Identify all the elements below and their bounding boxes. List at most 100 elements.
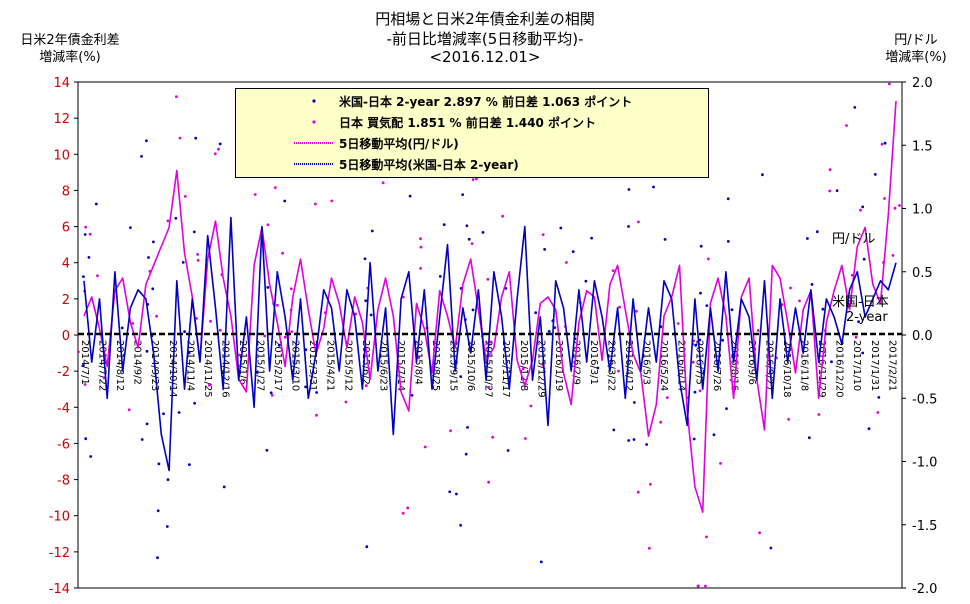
yen-daily-point [155, 314, 159, 318]
spread-daily-point [365, 545, 369, 549]
spread-daily-point [693, 390, 697, 394]
chart-title-line2: -前日比増減率(5日移動平均)- [386, 30, 584, 48]
spread-daily-point [87, 256, 91, 259]
spread-daily-point [861, 351, 865, 355]
yen-daily-point [471, 178, 475, 182]
x-tick-label: 2015/1/27 [255, 340, 266, 391]
legend-item: 米国-日本 2-year 2.897 % 前日差 1.063 ポイント [236, 91, 710, 111]
spread-daily-point [534, 311, 538, 315]
spread-daily-point [459, 523, 462, 527]
yen-daily-point [637, 220, 640, 224]
spread-daily-point [705, 304, 709, 307]
x-tick-label: 2015/11/17 [500, 340, 511, 398]
spread-daily-point [455, 492, 458, 496]
left-axis: 14 12 10 8 6 4 2 0 -2 -4 -6 -8 -10 -12 -14 [49, 76, 78, 597]
spread-daily-point [612, 428, 616, 432]
yen-daily-point [486, 277, 490, 281]
left-axis-title-line1: 日米2年債金利差 [20, 33, 120, 48]
spread-daily-point [465, 224, 469, 228]
right-tick-label: 1.0 [912, 203, 933, 218]
spread-daily-point [442, 223, 446, 227]
x-tick-label: 2016/5/24 [658, 340, 669, 391]
yen-daily-point [475, 177, 478, 181]
spread-daily-point [438, 275, 442, 278]
yen-daily-point [659, 420, 663, 424]
yen-daily-point [381, 181, 385, 185]
right-tick-label: 0.0 [912, 329, 933, 344]
spread-daily-point [830, 360, 833, 364]
legend-label: 5日移動平均(米国-日本 2-year) [339, 158, 519, 172]
spread-daily-point [283, 199, 287, 203]
yen-daily-point [196, 253, 200, 256]
x-tick-label: 2016/3/1 [588, 340, 599, 385]
yen-daily-point [290, 330, 294, 333]
spread-daily-point [156, 509, 160, 513]
yen-daily-point [183, 195, 187, 198]
right-tick-label: -1.0 [912, 456, 937, 471]
right-tick-label: -2.0 [912, 582, 937, 597]
yen-daily-point [611, 269, 615, 272]
spread-daily-point [725, 407, 728, 410]
yen-daily-point [419, 237, 422, 241]
x-tick-label: 2017/2/21 [886, 340, 897, 391]
spread-daily-point [369, 313, 373, 317]
yen-daily-point [419, 267, 422, 270]
yen-daily-point [893, 206, 897, 210]
legend-item: 日本 買気配 1.851 % 前日差 1.440 ポイント [236, 112, 710, 132]
right-tick-label: 1.5 [912, 139, 933, 154]
yen-daily-point [524, 437, 527, 440]
x-tick-label: 2017/1/31 [869, 340, 880, 391]
spread-daily-point [410, 393, 414, 397]
yen-daily-point [636, 490, 640, 494]
legend-label: 5日移動平均(円/ドル) [339, 137, 459, 151]
yen-daily-point [263, 334, 267, 338]
spread-daily-point [188, 463, 191, 466]
spread-daily-point [633, 401, 636, 404]
yen-daily-point [238, 353, 241, 357]
yen-daily-point [787, 417, 790, 421]
spread-daily-point [177, 411, 181, 414]
yen-daily-point [698, 389, 702, 393]
spread-daily-point [712, 433, 716, 437]
spread-daily-point [304, 385, 307, 389]
spread-daily-point [265, 448, 269, 452]
spread-daily-point [222, 485, 226, 489]
spread-daily-point [192, 230, 196, 234]
yen-daily-point [487, 386, 491, 389]
yen-daily-point [719, 462, 722, 465]
spread-daily-point [835, 189, 839, 193]
spread-daily-point [364, 299, 368, 303]
yen-daily-point [315, 413, 318, 417]
spread-moving-average-line [83, 216, 897, 472]
yen-daily-point [859, 208, 862, 212]
spread-daily-point [862, 257, 866, 261]
x-tick-label: 2014/10/14 [167, 340, 178, 398]
yen-daily-point [270, 393, 274, 397]
yen-daily-point [423, 445, 427, 449]
right-tick-label: -1.5 [912, 519, 937, 534]
spread-daily-point [821, 307, 825, 311]
yen-daily-point [489, 340, 493, 344]
legend-label: 米国-日本 2-year 2.897 % 前日差 1.063 ポイント [339, 95, 633, 109]
spread-daily-point [147, 256, 150, 259]
spread-daily-point [89, 455, 93, 458]
spread-daily-point [152, 240, 155, 244]
legend-marker [312, 99, 316, 103]
yen-daily-point [485, 341, 489, 345]
spread-daily-point [873, 173, 877, 176]
yen-daily-point [83, 383, 87, 386]
spread-daily-point [181, 261, 185, 264]
spread-daily-point [815, 230, 819, 234]
spread-daily-point [481, 231, 485, 234]
x-tick-label: 2016/5/3 [641, 340, 652, 385]
yen-daily-point [541, 233, 545, 237]
yen-daily-point [77, 350, 80, 354]
yen-daily-point [501, 214, 504, 218]
spread-daily-point [363, 257, 367, 261]
x-axis: 2014/7/1 2014/7/22 2014/8/12 2014/9/2 2014/9… [79, 340, 897, 398]
yen-daily-point [449, 429, 452, 433]
yen-daily-point [854, 335, 858, 339]
legend-marker [312, 120, 316, 124]
spread-daily-point [627, 225, 630, 228]
x-tick-label: 2016/12/20 [834, 340, 845, 398]
